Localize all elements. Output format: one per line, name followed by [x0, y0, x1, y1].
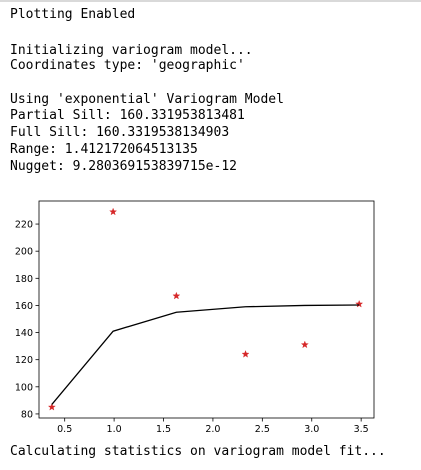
data-point-star	[47, 402, 56, 411]
plot-frame	[38, 200, 375, 419]
x-tick-label: 0.5	[57, 424, 72, 435]
y-tick-label: 220	[15, 220, 33, 231]
output-line-8: Full Sill: 160.3319538134903	[10, 125, 230, 140]
x-tick-label: 3.0	[304, 424, 319, 435]
x-tick-label: 2.0	[205, 424, 220, 435]
output-line-3: Initializing variogram model...	[10, 43, 253, 58]
data-point-star	[109, 207, 118, 216]
output-line-4: Coordinates type: 'geographic'	[10, 58, 245, 73]
y-tick-label: 200	[15, 247, 33, 258]
output-line-9: Range: 1.412172064513135	[10, 142, 198, 157]
y-tick-label: 100	[15, 382, 33, 393]
x-tick-label: 1.5	[156, 424, 171, 435]
top-divider	[0, 0, 421, 2]
x-tick-label: 3.5	[354, 424, 369, 435]
output-line-6: Using 'exponential' Variogram Model	[10, 92, 284, 107]
output-line-1: Plotting Enabled	[10, 7, 136, 22]
data-point-star	[355, 299, 364, 308]
x-tick-label: 2.5	[255, 424, 270, 435]
model-fit-line	[51, 304, 360, 405]
y-tick-label: 160	[15, 301, 33, 312]
data-point-star	[172, 291, 181, 300]
variogram-chart: 0.5 1.0 1.5 2.0 2.5 3.0 3.5 80 100 120 140 160 180 20…	[15, 200, 375, 435]
y-tick-label: 120	[15, 355, 33, 366]
y-tick-label: 180	[15, 274, 33, 285]
output-line-10: Nugget: 9.280369153839715e-12	[10, 159, 237, 174]
y-tick-label: 140	[15, 328, 33, 339]
data-point-star	[241, 350, 250, 358]
output-line-after: Calculating statistics on variogram mode…	[10, 444, 386, 459]
y-tick-label: 80	[21, 409, 33, 420]
x-tick-label: 1.0	[107, 424, 122, 435]
output-line-7: Partial Sill: 160.331953813481	[10, 108, 245, 123]
data-point-star	[300, 340, 309, 349]
